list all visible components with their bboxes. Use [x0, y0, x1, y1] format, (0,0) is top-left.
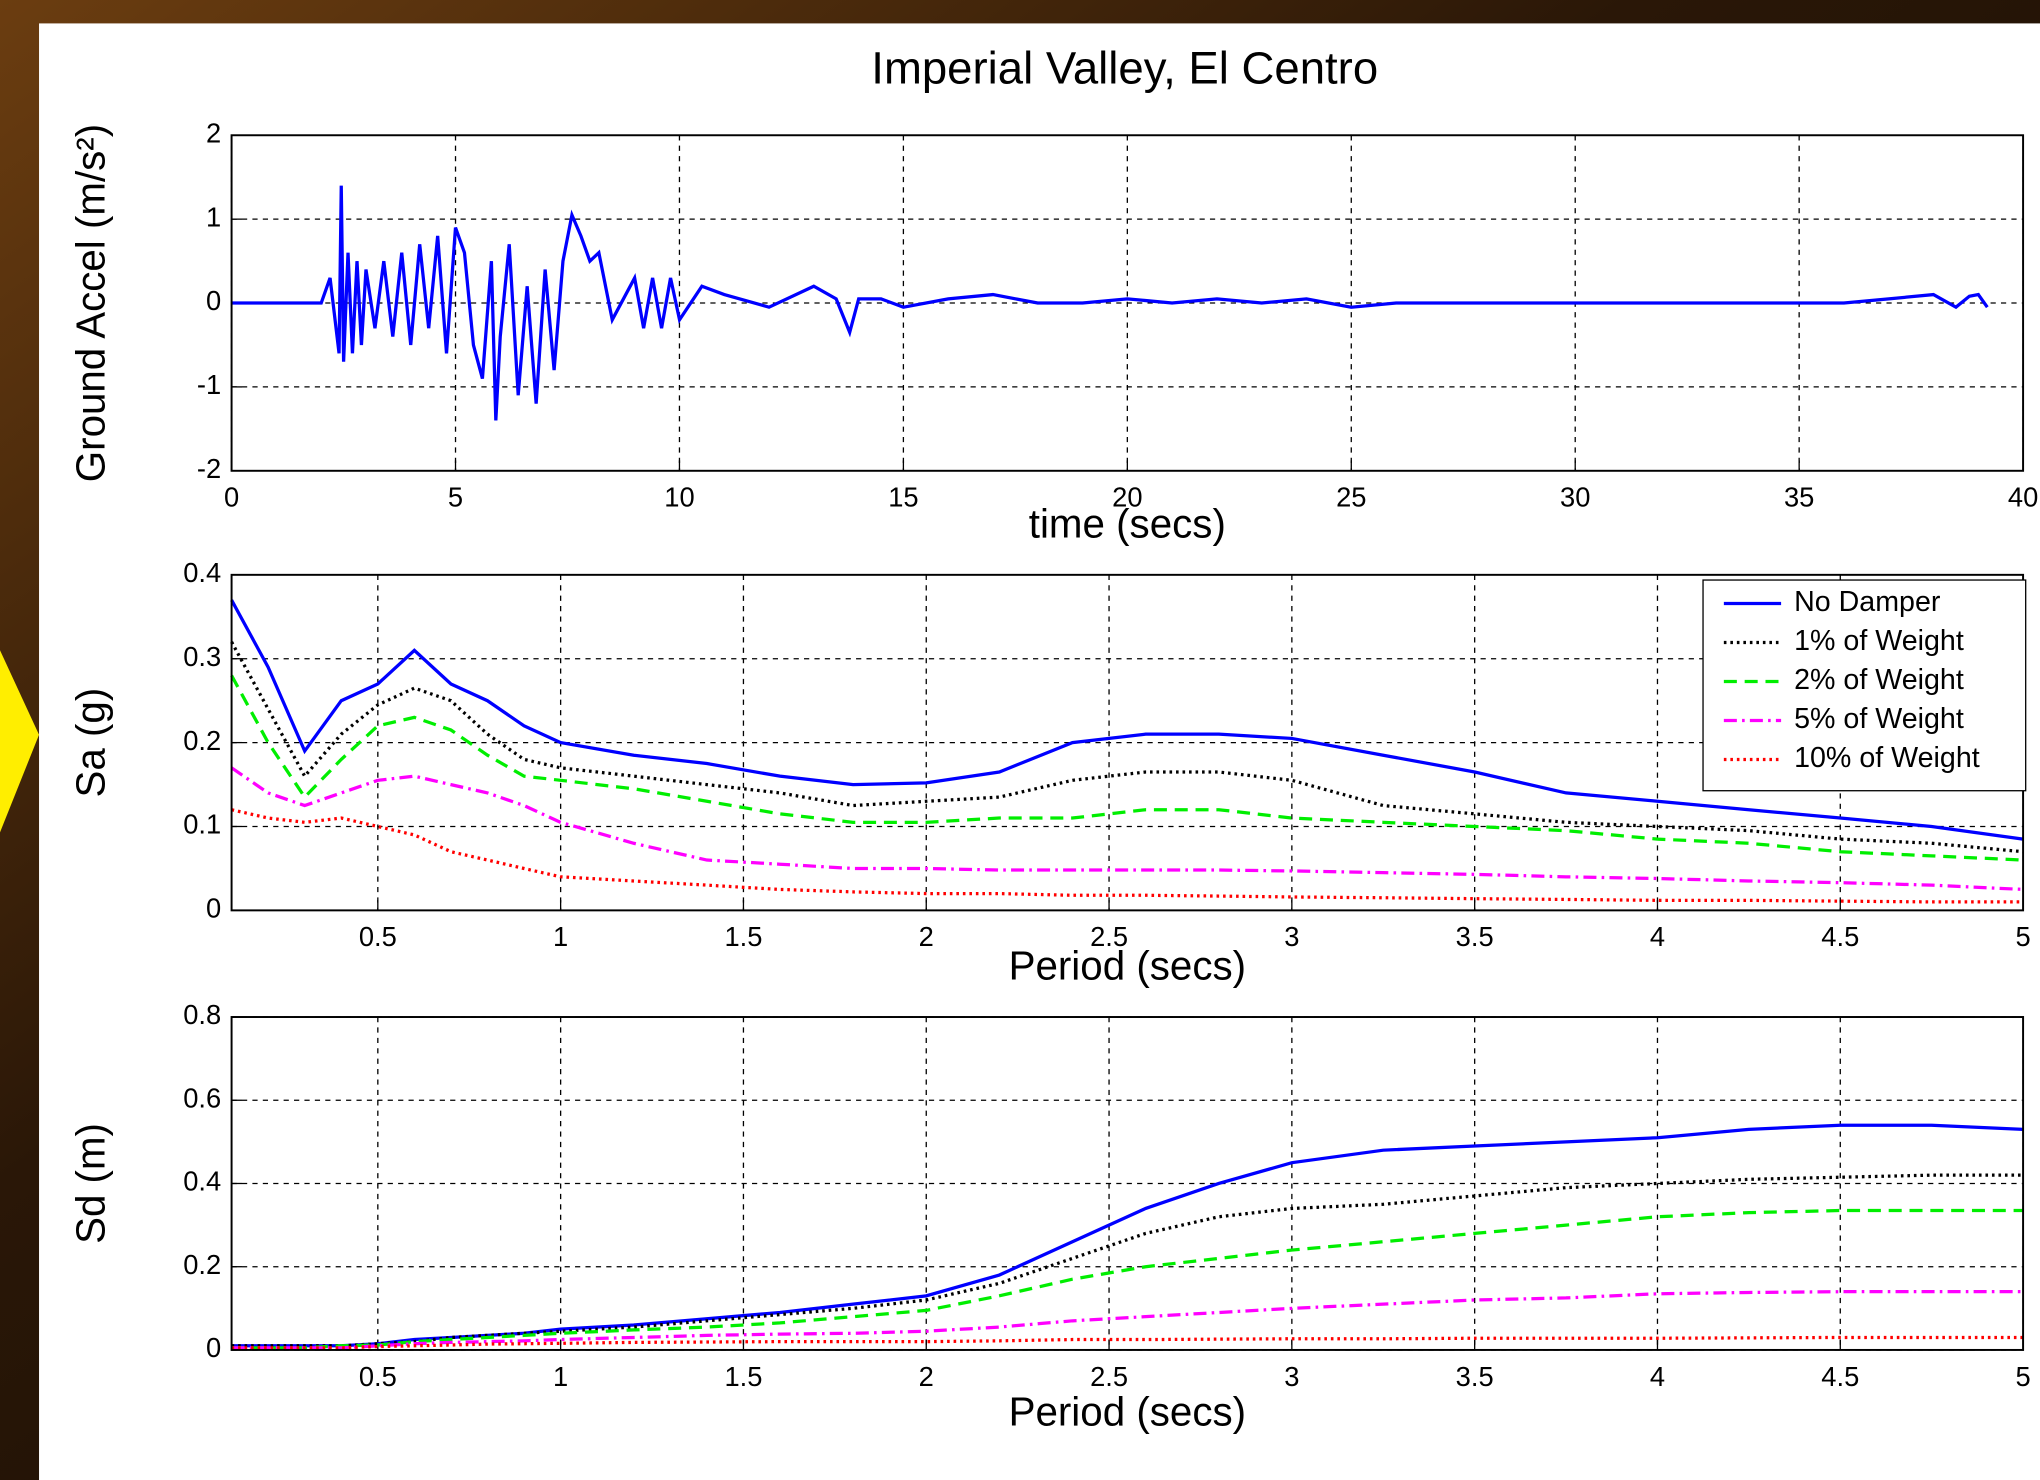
y-tick-label: 1 — [206, 201, 221, 232]
y-tick-label: 0 — [206, 893, 221, 924]
legend-box — [1702, 579, 2027, 792]
x-tick-label: 2 — [919, 1361, 934, 1392]
y-tick-label: 0.1 — [183, 809, 221, 840]
data-line — [231, 1173, 2024, 1348]
y-tick-label: 0.3 — [183, 641, 221, 672]
x-tick-label: 0.5 — [359, 921, 397, 952]
pointer-arrow — [0, 650, 40, 833]
x-tick-label: 10 — [664, 482, 694, 513]
x-axis-label: time (secs) — [1029, 500, 1226, 546]
y-tick-label: 0.4 — [183, 1166, 221, 1197]
x-axis-label: Period (secs) — [1009, 943, 1247, 989]
y-tick-label: 0.6 — [183, 1082, 221, 1113]
y-axis-label: Sa (g) — [67, 688, 113, 798]
x-tick-label: 4 — [1650, 1361, 1665, 1392]
x-tick-label: 3.5 — [1456, 1361, 1494, 1392]
y-tick-label: 0.4 — [183, 557, 221, 588]
y-axis-label: Sd (m) — [67, 1123, 113, 1244]
x-tick-label: 0.5 — [359, 1361, 397, 1392]
x-tick-label: 3 — [1284, 1361, 1299, 1392]
x-tick-label: 35 — [1784, 482, 1814, 513]
x-tick-label: 25 — [1336, 482, 1366, 513]
x-tick-label: 1.5 — [724, 1361, 762, 1392]
axes-box — [230, 134, 2025, 472]
data-line — [231, 1335, 2024, 1350]
y-tick-label: 0.2 — [183, 1249, 221, 1280]
legend-label: 2% of Weight — [1794, 664, 1964, 696]
x-tick-label: 1 — [553, 921, 568, 952]
legend-label: 5% of Weight — [1794, 703, 1964, 735]
x-tick-label: 1 — [553, 1361, 568, 1392]
y-tick-label: 0 — [206, 285, 221, 316]
x-tick-label: 4.5 — [1821, 921, 1859, 952]
legend-label: 1% of Weight — [1794, 625, 1964, 657]
x-tick-label: 2.5 — [1090, 921, 1128, 952]
legend-label: No Damper — [1794, 586, 1941, 618]
x-tick-label: 0 — [224, 482, 239, 513]
y-tick-label: -1 — [197, 369, 221, 400]
x-tick-label: 5 — [2015, 921, 2030, 952]
data-line — [230, 766, 2024, 892]
x-tick-label: 4.5 — [1821, 1361, 1859, 1392]
data-line — [230, 674, 2024, 862]
x-tick-label: 2.5 — [1090, 1361, 1128, 1392]
x-axis-label: Period (secs) — [1009, 1389, 1247, 1435]
x-tick-label: 5 — [448, 482, 463, 513]
y-tick-label: 0.8 — [183, 999, 221, 1030]
axes-box — [230, 1016, 2025, 1351]
x-tick-label: 5 — [2015, 1361, 2030, 1392]
data-line — [231, 185, 1989, 421]
x-tick-label: 3.5 — [1456, 921, 1494, 952]
y-tick-label: 0 — [206, 1332, 221, 1363]
x-tick-label: 30 — [1560, 482, 1590, 513]
x-tick-label: 20 — [1112, 482, 1142, 513]
x-tick-label: 3 — [1284, 921, 1299, 952]
x-tick-label: 1.5 — [724, 921, 762, 952]
x-tick-label: 40 — [2008, 482, 2038, 513]
chart-title: Imperial Valley, El Centro — [871, 43, 1378, 94]
x-tick-label: 4 — [1650, 921, 1665, 952]
data-line — [230, 641, 2024, 854]
x-tick-label: 2 — [919, 921, 934, 952]
y-tick-label: -2 — [197, 453, 221, 484]
y-tick-label: 2 — [206, 117, 221, 148]
legend-label: 10% of Weight — [1794, 742, 1980, 774]
y-tick-label: 0.2 — [183, 725, 221, 756]
x-tick-label: 15 — [888, 482, 918, 513]
y-axis-label: Ground Accel (m/s²) — [67, 124, 113, 482]
data-line — [230, 599, 2024, 841]
